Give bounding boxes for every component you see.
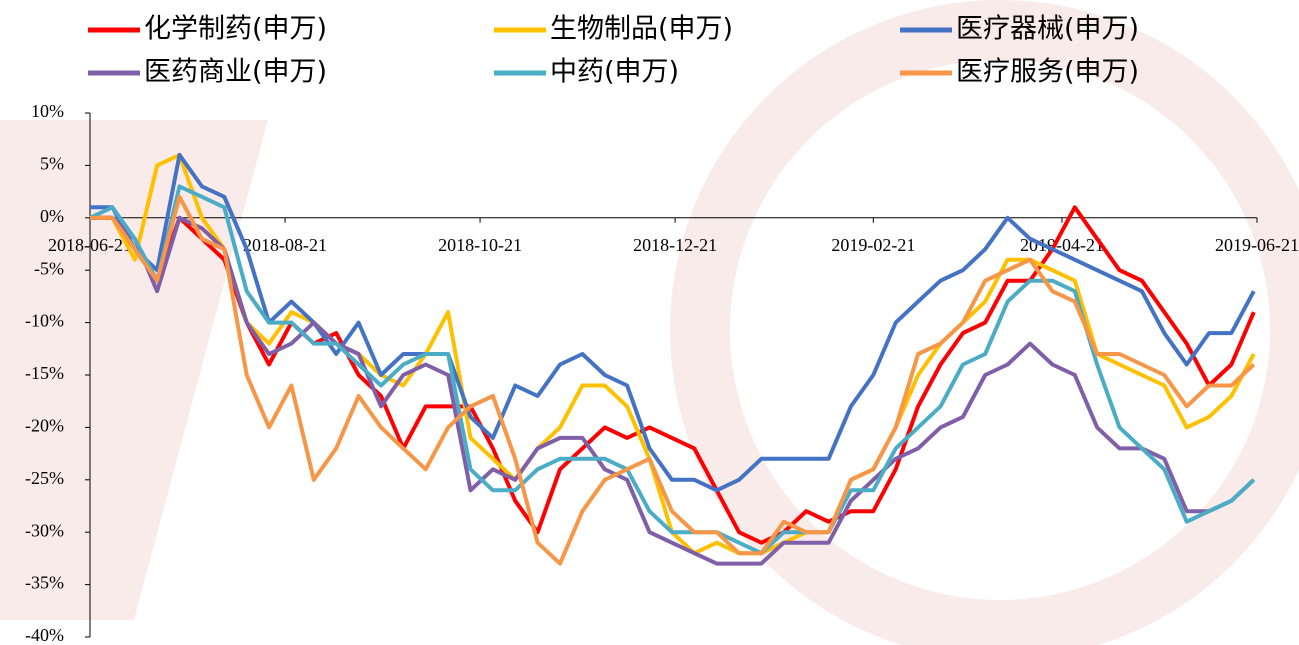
- series-line: [90, 152, 1256, 493]
- legend-label: 化学制药(申万): [144, 14, 327, 45]
- x-tick-label: 2018-12-21: [633, 235, 717, 255]
- y-tick-label: -35%: [25, 573, 64, 593]
- series-line: [90, 194, 1256, 566]
- legend-label: 中药(申万): [550, 57, 679, 88]
- y-tick-label: -5%: [34, 258, 64, 278]
- y-tick-label: -30%: [25, 520, 64, 540]
- y-tick-label: -15%: [25, 363, 64, 383]
- y-tick-label: -40%: [25, 625, 64, 645]
- y-tick-label: 0%: [40, 206, 64, 226]
- x-tick-label: 2019-02-21: [831, 235, 915, 255]
- y-tick-label: -20%: [25, 416, 64, 436]
- legend-label: 医疗器械(申万): [956, 14, 1139, 45]
- y-tick-label: -25%: [25, 468, 64, 488]
- legend-label: 医疗服务(申万): [956, 57, 1139, 88]
- x-tick-label: 2018-08-21: [243, 235, 327, 255]
- x-tick-label: 2018-06-21: [48, 235, 132, 255]
- series-line: [90, 215, 1256, 566]
- y-tick-label: 5%: [40, 154, 64, 174]
- series-line: [89, 184, 1256, 556]
- x-tick-label: 2019-06-21: [1215, 235, 1299, 255]
- x-tick-label: 2019-04-21: [1020, 235, 1104, 255]
- series-line: [90, 205, 1256, 545]
- x-tick-label: 2018-10-21: [438, 235, 522, 255]
- y-tick-label: -10%: [25, 311, 64, 331]
- legend-label: 生物制品(申万): [550, 14, 733, 45]
- legend-label: 医药商业(申万): [144, 57, 327, 88]
- y-tick-label: 10%: [31, 101, 64, 121]
